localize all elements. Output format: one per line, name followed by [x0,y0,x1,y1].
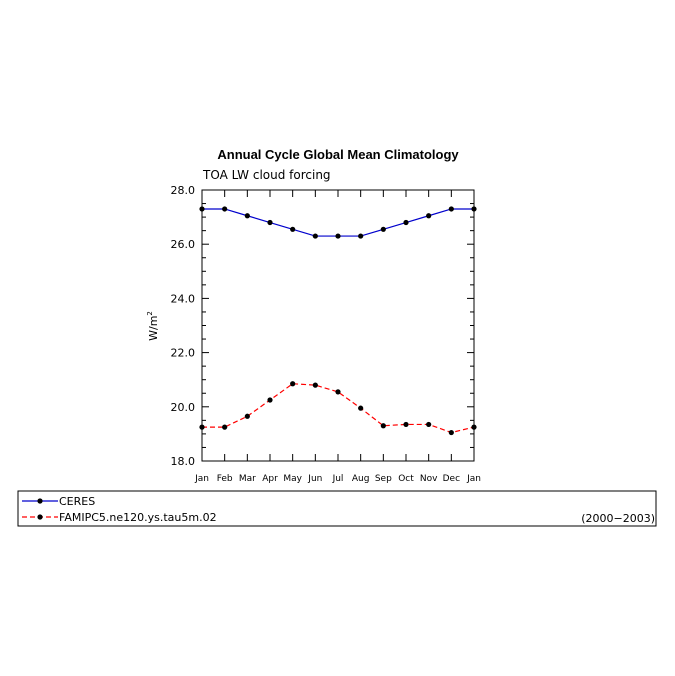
data-point [290,226,296,232]
data-point [403,219,409,226]
x-tick-label: Apr [262,474,278,484]
x-tick-label: Dec [443,474,460,484]
data-point [448,429,454,436]
data-point [267,397,273,403]
data-point [290,381,296,387]
y-tick-label: 20.0 [171,401,196,414]
legend-label: FAMIPC5.ne120.ys.tau5m.02 [59,511,217,524]
x-tick-label: Jun [307,474,322,484]
x-tick-label: May [283,474,302,484]
data-point [380,226,386,232]
data-point [358,405,364,411]
x-tick-label: Aug [352,474,370,484]
chart-title: Annual Cycle Global Mean Climatology [217,147,459,162]
data-point [222,206,228,212]
legend-marker [37,514,43,520]
data-point [335,233,341,239]
y-tick-label: 18.0 [171,455,196,468]
y-axis-label: W/m2 [146,311,160,341]
data-point [403,421,409,428]
x-tick-label: Jan [194,474,209,484]
y-axis-label-text: W/m [147,316,160,341]
data-point [312,233,318,239]
legend-marker [37,498,43,504]
data-point [358,233,364,239]
period-label: (2000−2003) [581,512,655,525]
x-tick-label: Sep [375,474,392,484]
data-point [199,206,205,212]
data-point [471,424,477,430]
axes: 18.0 20.0 22.0 24.0 26.0 28.0 Jan Feb Mar Apr May J… [171,184,481,484]
data-point [335,389,341,395]
data-point [471,206,477,212]
data-point [448,206,454,212]
legend-box [17,490,657,527]
x-tick-label: Jan [466,474,481,484]
data-point [222,424,228,430]
chart-subtitle: TOA LW cloud forcing [202,168,331,182]
plot-frame [201,189,475,462]
data-point [244,213,250,219]
data-point [199,424,205,430]
legend-label: CERES [59,495,95,508]
x-tick-label: Mar [239,474,256,484]
data-point [426,421,432,428]
x-tick-label: Nov [420,474,438,484]
svg-text:W/m2: W/m2 [146,311,160,341]
y-axis-label-superscript: 2 [146,311,154,315]
data-point [244,413,250,419]
data-point [267,219,273,226]
plot-area [199,206,477,436]
x-tick-label: Feb [217,474,233,484]
y-tick-label: 22.0 [171,347,196,360]
y-tick-label: 28.0 [171,184,196,197]
y-tick-label: 26.0 [171,238,196,251]
y-tick-label: 24.0 [171,292,196,305]
x-tick-label: Jul [332,474,344,484]
legend: CERES FAMIPC5.ne120.ys.tau5m.02 [22,495,217,524]
data-point [426,213,432,219]
x-tick-label: Oct [398,474,414,484]
series-line-1 [202,208,474,237]
data-point [380,423,386,429]
data-point [312,382,318,388]
